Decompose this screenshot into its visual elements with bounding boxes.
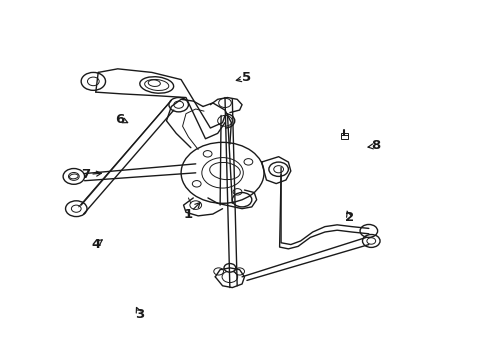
Text: 3: 3	[135, 308, 144, 321]
Text: 6: 6	[115, 113, 124, 126]
Text: 4: 4	[91, 238, 100, 251]
Text: 1: 1	[183, 208, 193, 221]
Circle shape	[224, 264, 235, 272]
Text: 5: 5	[242, 71, 251, 84]
Text: 7: 7	[81, 168, 90, 181]
Text: 2: 2	[344, 211, 353, 224]
Text: 8: 8	[371, 139, 380, 152]
